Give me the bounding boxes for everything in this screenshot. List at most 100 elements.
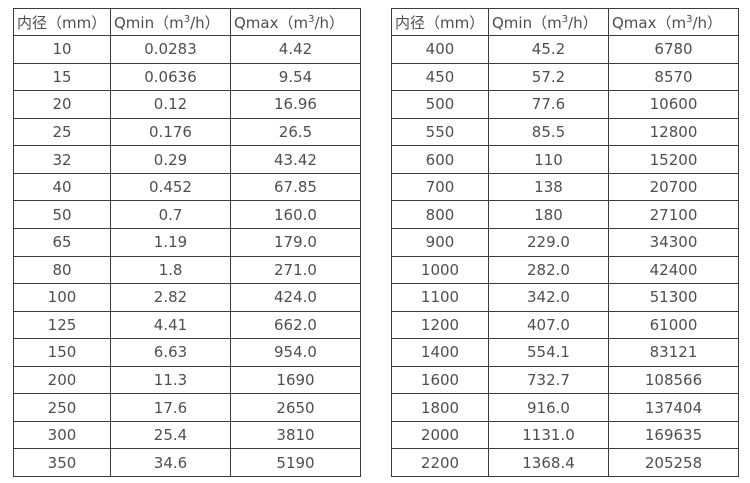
table-row: 400 45.2 6780 [391,35,739,64]
table-cell: 16.96 [230,90,361,119]
column-header: Qmax（m3/h） [230,8,361,36]
table-row: 1100 342.0 51300 [391,283,739,312]
table-cell: 1000 [391,255,489,285]
table-row: 550 85.5 12800 [391,117,739,147]
table-cell: 150 [13,338,111,367]
table-cell: 6.63 [110,338,231,367]
table-cell: 600 [391,145,489,174]
table-cell: 700 [391,172,489,202]
table-cell: 554.1 [488,338,609,367]
table-cell: 137404 [608,393,739,422]
table-cell: 4.41 [110,310,231,340]
table-cell: 229.0 [488,227,609,257]
table-cell: 180 [488,200,609,229]
table-cell: 954.0 [230,338,361,367]
table-cell: 2000 [391,420,489,450]
table-cell: 15200 [608,145,739,174]
table-row: 900 229.0 34300 [391,227,739,257]
table-row: 40 0.452 67.85 [13,172,361,202]
table-row: 1000 282.0 42400 [391,255,739,285]
table-row: 150 6.63 954.0 [13,338,361,367]
table-cell: 1.8 [110,255,231,285]
table-cell: 450 [391,62,489,92]
table-cell: 45.2 [488,35,609,64]
table-cell: 0.0636 [110,62,231,92]
table-row: 500 77.6 10600 [391,90,739,119]
table-cell: 20 [13,90,111,119]
table-row: 1200 407.0 61000 [391,310,739,340]
table-cell: 0.0283 [110,35,231,64]
table-cell: 9.54 [230,62,361,92]
table-row: 1600 732.7 108566 [391,365,739,395]
table-cell: 67.85 [230,172,361,202]
table-cell: 1368.4 [488,448,609,477]
table-cell: 40 [13,172,111,202]
table-cell: 550 [391,117,489,147]
table-cell: 1.19 [110,227,231,257]
table-cell: 916.0 [488,393,609,422]
table-cell: 1200 [391,310,489,340]
table-row: 450 57.2 8570 [391,62,739,92]
table-cell: 85.5 [488,117,609,147]
table-cell: 424.0 [230,283,361,312]
table-cell: 160.0 [230,200,361,229]
table-cell: 10600 [608,90,739,119]
table-row: 300 25.4 3810 [13,420,361,450]
table-cell: 282.0 [488,255,609,285]
flow-table-large-diameters: 内径（mm） Qmin（m3/h） Qmax（m3/h） 400 45.2 6780 45… [391,8,739,477]
table-cell: 800 [391,200,489,229]
table-cell: 138 [488,172,609,202]
table-cell: 25 [13,117,111,147]
table-row: 15 0.0636 9.54 [13,62,361,92]
table-row: 200 11.3 1690 [13,365,361,395]
table-cell: 5190 [230,448,361,477]
table-cell: 25.4 [110,420,231,450]
table-cell: 0.12 [110,90,231,119]
table-row: 80 1.8 271.0 [13,255,361,285]
table-cell: 0.176 [110,117,231,147]
table-cell: 17.6 [110,393,231,422]
table-cell: 15 [13,62,111,92]
table-cell: 6780 [608,35,739,64]
table-row: 100 2.82 424.0 [13,283,361,312]
table-cell: 1600 [391,365,489,395]
table-cell: 900 [391,227,489,257]
header-row: 内径（mm） Qmin（m3/h） Qmax（m3/h） [13,8,361,36]
table-row: 250 17.6 2650 [13,393,361,422]
table-cell: 200 [13,365,111,395]
table-cell: 179.0 [230,227,361,257]
column-header: Qmin（m3/h） [110,8,231,36]
table-cell: 407.0 [488,310,609,340]
table-cell: 2200 [391,448,489,477]
table-cell: 34.6 [110,448,231,477]
table-cell: 2.82 [110,283,231,312]
flow-spec-tables: 内径（mm） Qmin（m3/h） Qmax（m3/h） 10 0.0283 4.42 1… [13,8,739,477]
table-cell: 1131.0 [488,420,609,450]
table-row: 2200 1368.4 205258 [391,448,739,477]
table-row: 125 4.41 662.0 [13,310,361,340]
table-row: 50 0.7 160.0 [13,200,361,229]
table-cell: 108566 [608,365,739,395]
column-header: Qmin（m3/h） [488,8,609,36]
table-cell: 27100 [608,200,739,229]
table-cell: 43.42 [230,145,361,174]
table-row: 2000 1131.0 169635 [391,420,739,450]
table-cell: 80 [13,255,111,285]
table-cell: 32 [13,145,111,174]
table-cell: 110 [488,145,609,174]
table-cell: 61000 [608,310,739,340]
table-cell: 77.6 [488,90,609,119]
table-cell: 1800 [391,393,489,422]
table-cell: 0.452 [110,172,231,202]
table-cell: 10 [13,35,111,64]
column-header: 内径（mm） [391,8,489,36]
table-row: 10 0.0283 4.42 [13,35,361,64]
column-header: 内径（mm） [13,8,111,36]
table-cell: 732.7 [488,365,609,395]
table-cell: 250 [13,393,111,422]
table-cell: 3810 [230,420,361,450]
table-cell: 1690 [230,365,361,395]
table-cell: 300 [13,420,111,450]
table-cell: 83121 [608,338,739,367]
table-cell: 42400 [608,255,739,285]
